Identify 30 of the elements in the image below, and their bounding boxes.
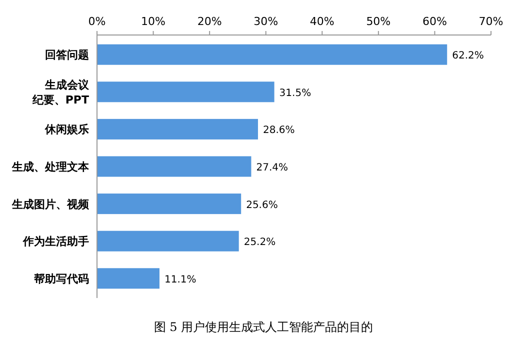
y-tick-label: 作为生活助手: [22, 235, 89, 248]
y-tick-label: 帮助写代码: [33, 272, 89, 286]
y-tick-label: 生成、处理文本: [11, 160, 90, 174]
data-label: 31.5%: [279, 88, 312, 99]
x-tick-label: 60%: [422, 15, 447, 28]
x-tick-label: 50%: [366, 15, 391, 28]
x-tick-label: 20%: [197, 15, 222, 28]
x-tick-label: 70%: [478, 15, 504, 28]
bar: [97, 230, 239, 252]
bar: [97, 156, 252, 177]
bar: [97, 44, 448, 65]
bar: [97, 268, 160, 289]
data-label: 11.1%: [164, 274, 196, 286]
data-label: 62.2%: [452, 50, 484, 62]
data-label: 28.6%: [262, 125, 295, 136]
x-tick-label: 40%: [310, 15, 334, 28]
x-tick-label: 0%: [88, 15, 106, 28]
bar: [97, 82, 274, 102]
x-tick-label: 10%: [141, 15, 166, 28]
data-label: 27.4%: [256, 162, 288, 174]
bar: [97, 194, 242, 214]
y-tick-label: 生成图片、视频: [11, 198, 90, 211]
y-tick-label: 生成会议纪要、PPT: [31, 78, 90, 106]
x-tick-label: 30%: [254, 15, 278, 28]
text: 图 5 用户使用生成式人工智能产品的目的: [154, 320, 374, 334]
y-tick-label: 回答问题: [45, 48, 89, 62]
bar: [97, 118, 258, 140]
data-label: 25.6%: [246, 200, 278, 211]
y-tick-label: 休闲娱乐: [44, 123, 89, 136]
data-label: 25.2%: [244, 237, 276, 248]
